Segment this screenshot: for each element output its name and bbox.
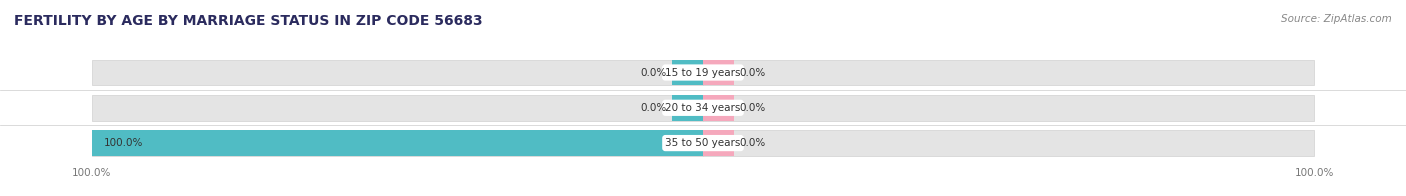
Text: 0.0%: 0.0% (640, 103, 666, 113)
Bar (91, 130, 703, 156)
Bar (91, 130, 703, 156)
Bar (703, 60, 1315, 85)
Text: 15 to 19 years: 15 to 19 years (665, 67, 741, 78)
Text: 20 to 34 years: 20 to 34 years (665, 103, 741, 113)
Bar (703, 95, 1315, 121)
Bar (703, 60, 734, 85)
Text: 0.0%: 0.0% (640, 67, 666, 78)
Bar (91, 95, 703, 121)
Text: 0.0%: 0.0% (740, 103, 766, 113)
Bar (672, 60, 703, 85)
Bar (672, 95, 703, 121)
Text: 35 to 50 years: 35 to 50 years (665, 138, 741, 148)
Bar (703, 130, 734, 156)
Text: FERTILITY BY AGE BY MARRIAGE STATUS IN ZIP CODE 56683: FERTILITY BY AGE BY MARRIAGE STATUS IN Z… (14, 14, 482, 28)
Bar (91, 60, 703, 85)
Text: 100.0%: 100.0% (104, 138, 143, 148)
Text: 0.0%: 0.0% (740, 138, 766, 148)
Text: 0.0%: 0.0% (740, 67, 766, 78)
Bar (703, 130, 1315, 156)
Text: Source: ZipAtlas.com: Source: ZipAtlas.com (1281, 14, 1392, 24)
Bar (703, 95, 734, 121)
